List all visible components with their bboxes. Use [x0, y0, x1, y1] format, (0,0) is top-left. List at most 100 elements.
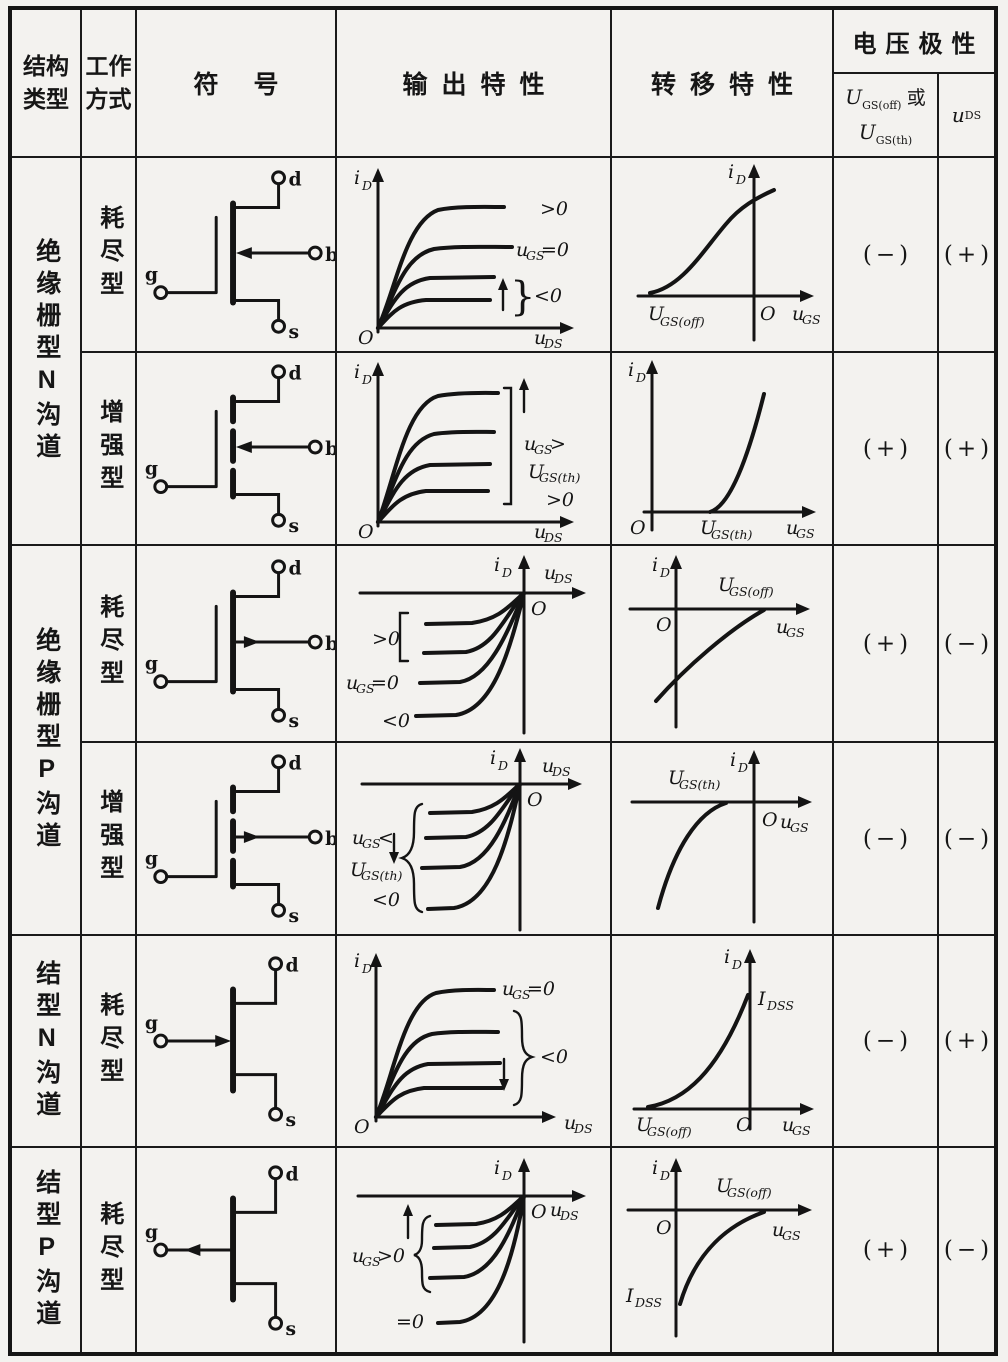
svg-text:b: b [325, 827, 335, 849]
svg-text:i: i [490, 747, 496, 769]
svg-text:GS: GS [792, 1123, 811, 1138]
svg-text:DSS: DSS [766, 998, 794, 1013]
svg-text:u: u [564, 1112, 576, 1134]
row2-symbol-cell: d g b s [137, 353, 337, 546]
brace [397, 802, 423, 913]
id-axis-label: i [728, 161, 734, 183]
svg-text:DS: DS [553, 571, 573, 586]
row3-symbol-cell: d g b s [137, 546, 337, 743]
svg-text:DS: DS [543, 336, 563, 350]
header-symbol-label: 符 号 [193, 71, 293, 99]
svg-text:i: i [494, 1157, 500, 1179]
group-insulated-gate-n-channel: 绝缘栅型N沟道 [12, 158, 82, 546]
bracket [502, 386, 512, 505]
p-jfet-symbol: d g s [145, 1164, 299, 1340]
ugs-th-label: U [668, 767, 685, 789]
svg-text:<: < [378, 827, 394, 849]
row5-symbol-cell: d g s [137, 936, 337, 1148]
brace: } [510, 274, 535, 320]
axes [358, 554, 586, 734]
svg-text:g: g [145, 847, 158, 869]
ugs-off-line: UGS(off) 或 [845, 84, 926, 112]
header-work-mode-label: 工作方式 [85, 52, 132, 112]
svg-text:g: g [145, 652, 158, 674]
curve-label-lt0: <0 [534, 285, 562, 307]
curve-label-ugs-gt: u [524, 433, 536, 455]
svg-text:D: D [497, 758, 508, 773]
ugs-th-label: U [700, 517, 717, 539]
svg-text:s: s [286, 1318, 297, 1340]
svg-text:GS: GS [802, 312, 821, 327]
svg-text:DSS: DSS [634, 1295, 662, 1310]
svg-text:s: s [288, 710, 299, 732]
header-output-characteristic: 输出特性 [337, 10, 612, 158]
row2-uds-polarity: (+) [939, 353, 994, 546]
curve-label-ugsth: U [528, 461, 545, 483]
svg-text:O: O [630, 517, 646, 539]
ugs-off-label: U [716, 1175, 733, 1197]
axes [632, 949, 814, 1131]
svg-text:GS: GS [526, 248, 545, 263]
curve-label-gt0: >0 [540, 198, 568, 220]
n-mosfet-depletion-symbol: d g b s [145, 168, 335, 343]
svg-text:=0: =0 [541, 239, 569, 261]
svg-text:u: u [780, 811, 792, 833]
transfer-curve [654, 607, 766, 703]
svg-text:i: i [724, 946, 730, 968]
row1-mode: 耗尽型 [82, 158, 137, 353]
svg-text:O: O [736, 1114, 752, 1136]
svg-text:GS: GS [362, 836, 381, 851]
id-axis-label: i [354, 167, 360, 189]
ugs-off-label: U [636, 1114, 653, 1136]
curve-label-ugs: u [346, 672, 358, 694]
header-output-label: 输出特性 [402, 71, 559, 99]
curve-label-gt0: >0 [372, 628, 400, 650]
svg-text:D: D [659, 1168, 670, 1183]
curve-label-ugs-gt0: u [352, 1245, 364, 1267]
svg-text:d: d [286, 955, 299, 977]
curve-label-ugsth: U [350, 859, 367, 881]
axes [626, 1158, 812, 1338]
transfer-curve [678, 1210, 766, 1306]
axes [642, 359, 816, 531]
svg-text:GS: GS [512, 987, 531, 1002]
svg-text:GS(th): GS(th) [711, 527, 752, 542]
svg-text:GS(off): GS(off) [647, 1124, 692, 1139]
svg-text:GS(off): GS(off) [727, 1185, 772, 1200]
header-transfer-characteristic: 转移特性 [612, 10, 834, 158]
svg-text:b: b [325, 437, 335, 459]
svg-text:GS: GS [786, 625, 805, 640]
row5-uds-polarity: (+) [939, 936, 994, 1148]
row1-ugs-polarity: (−) [834, 158, 939, 353]
transfer-curve [646, 993, 750, 1109]
row3-mode: 耗尽型 [82, 546, 137, 743]
origin-label: O [760, 303, 776, 325]
svg-text:i: i [652, 554, 658, 576]
curve-label-lt0: <0 [540, 1046, 568, 1068]
curves [419, 781, 522, 911]
svg-text:i: i [730, 749, 736, 771]
row1-symbol-cell: d g b s [137, 158, 337, 353]
svg-text:D: D [501, 1168, 512, 1183]
axes [369, 953, 556, 1123]
header-uds: u DS [951, 103, 982, 127]
transfer-curve [648, 187, 776, 295]
row5-ugs-polarity: (−) [834, 936, 939, 1148]
row6-ugs-polarity: (+) [834, 1148, 939, 1352]
terminal-s-label: s [288, 321, 299, 343]
transfer-curve [708, 391, 766, 514]
ugs-off-label: U [718, 574, 735, 596]
svg-text:GS: GS [796, 526, 815, 541]
svg-text:DS: DS [543, 530, 563, 544]
svg-text:GS: GS [782, 1228, 801, 1243]
svg-text:O: O [762, 809, 778, 831]
curve-label-lt0: <0 [372, 889, 400, 911]
